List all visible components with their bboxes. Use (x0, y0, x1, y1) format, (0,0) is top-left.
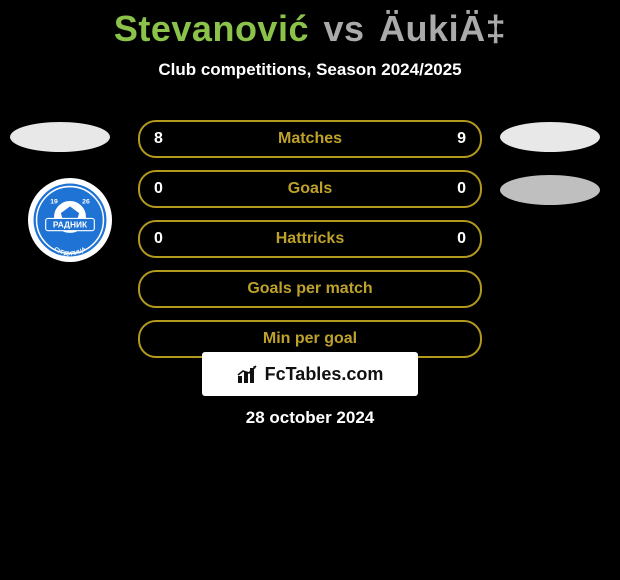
vs-text: vs (324, 8, 365, 49)
stat-row: Goals per match (138, 270, 482, 308)
player1-avatar-placeholder (10, 122, 110, 152)
stat-row: 0 Hattricks 0 (138, 220, 482, 258)
stat-row: 0 Goals 0 (138, 170, 482, 208)
brand-box[interactable]: FcTables.com (202, 352, 418, 396)
stat-label: Hattricks (276, 230, 344, 247)
stat-value-right: 9 (457, 122, 466, 156)
svg-text:РАДНИК: РАДНИК (53, 220, 88, 230)
comparison-card: Stevanović vs ÄukiÄ‡ Club competitions, … (0, 0, 620, 580)
stats-table: 8 Matches 9 0 Goals 0 0 Hattricks 0 Goals per mat… (138, 120, 482, 370)
stat-label: Min per goal (263, 330, 357, 347)
player1-name: Stevanović (114, 8, 309, 49)
stat-label: Goals per match (247, 280, 372, 297)
player2-name: ÄukiÄ‡ (379, 8, 506, 49)
subtitle: Club competitions, Season 2024/2025 (0, 60, 620, 80)
stat-value-left: 8 (154, 122, 163, 156)
bar-chart-icon (237, 364, 261, 384)
svg-text:19: 19 (50, 198, 58, 205)
svg-text:26: 26 (82, 198, 90, 205)
stat-row: 8 Matches 9 (138, 120, 482, 158)
page-title: Stevanović vs ÄukiÄ‡ (0, 0, 620, 50)
stat-label: Goals (288, 180, 332, 197)
brand-label: FcTables.com (265, 364, 384, 385)
date-label: 28 october 2024 (0, 408, 620, 428)
stat-value-right: 0 (457, 222, 466, 256)
player2-avatar-placeholder (500, 122, 600, 152)
player2-club-placeholder (500, 175, 600, 205)
stat-value-left: 0 (154, 222, 163, 256)
player1-club-badge: РАДНИК СУРДУЛИЦА 19 26 (28, 178, 112, 262)
stat-value-right: 0 (457, 172, 466, 206)
stat-value-left: 0 (154, 172, 163, 206)
club-crest-icon: РАДНИК СУРДУЛИЦА 19 26 (32, 182, 108, 258)
stat-label: Matches (278, 130, 342, 147)
stat-fill-left (140, 122, 296, 156)
